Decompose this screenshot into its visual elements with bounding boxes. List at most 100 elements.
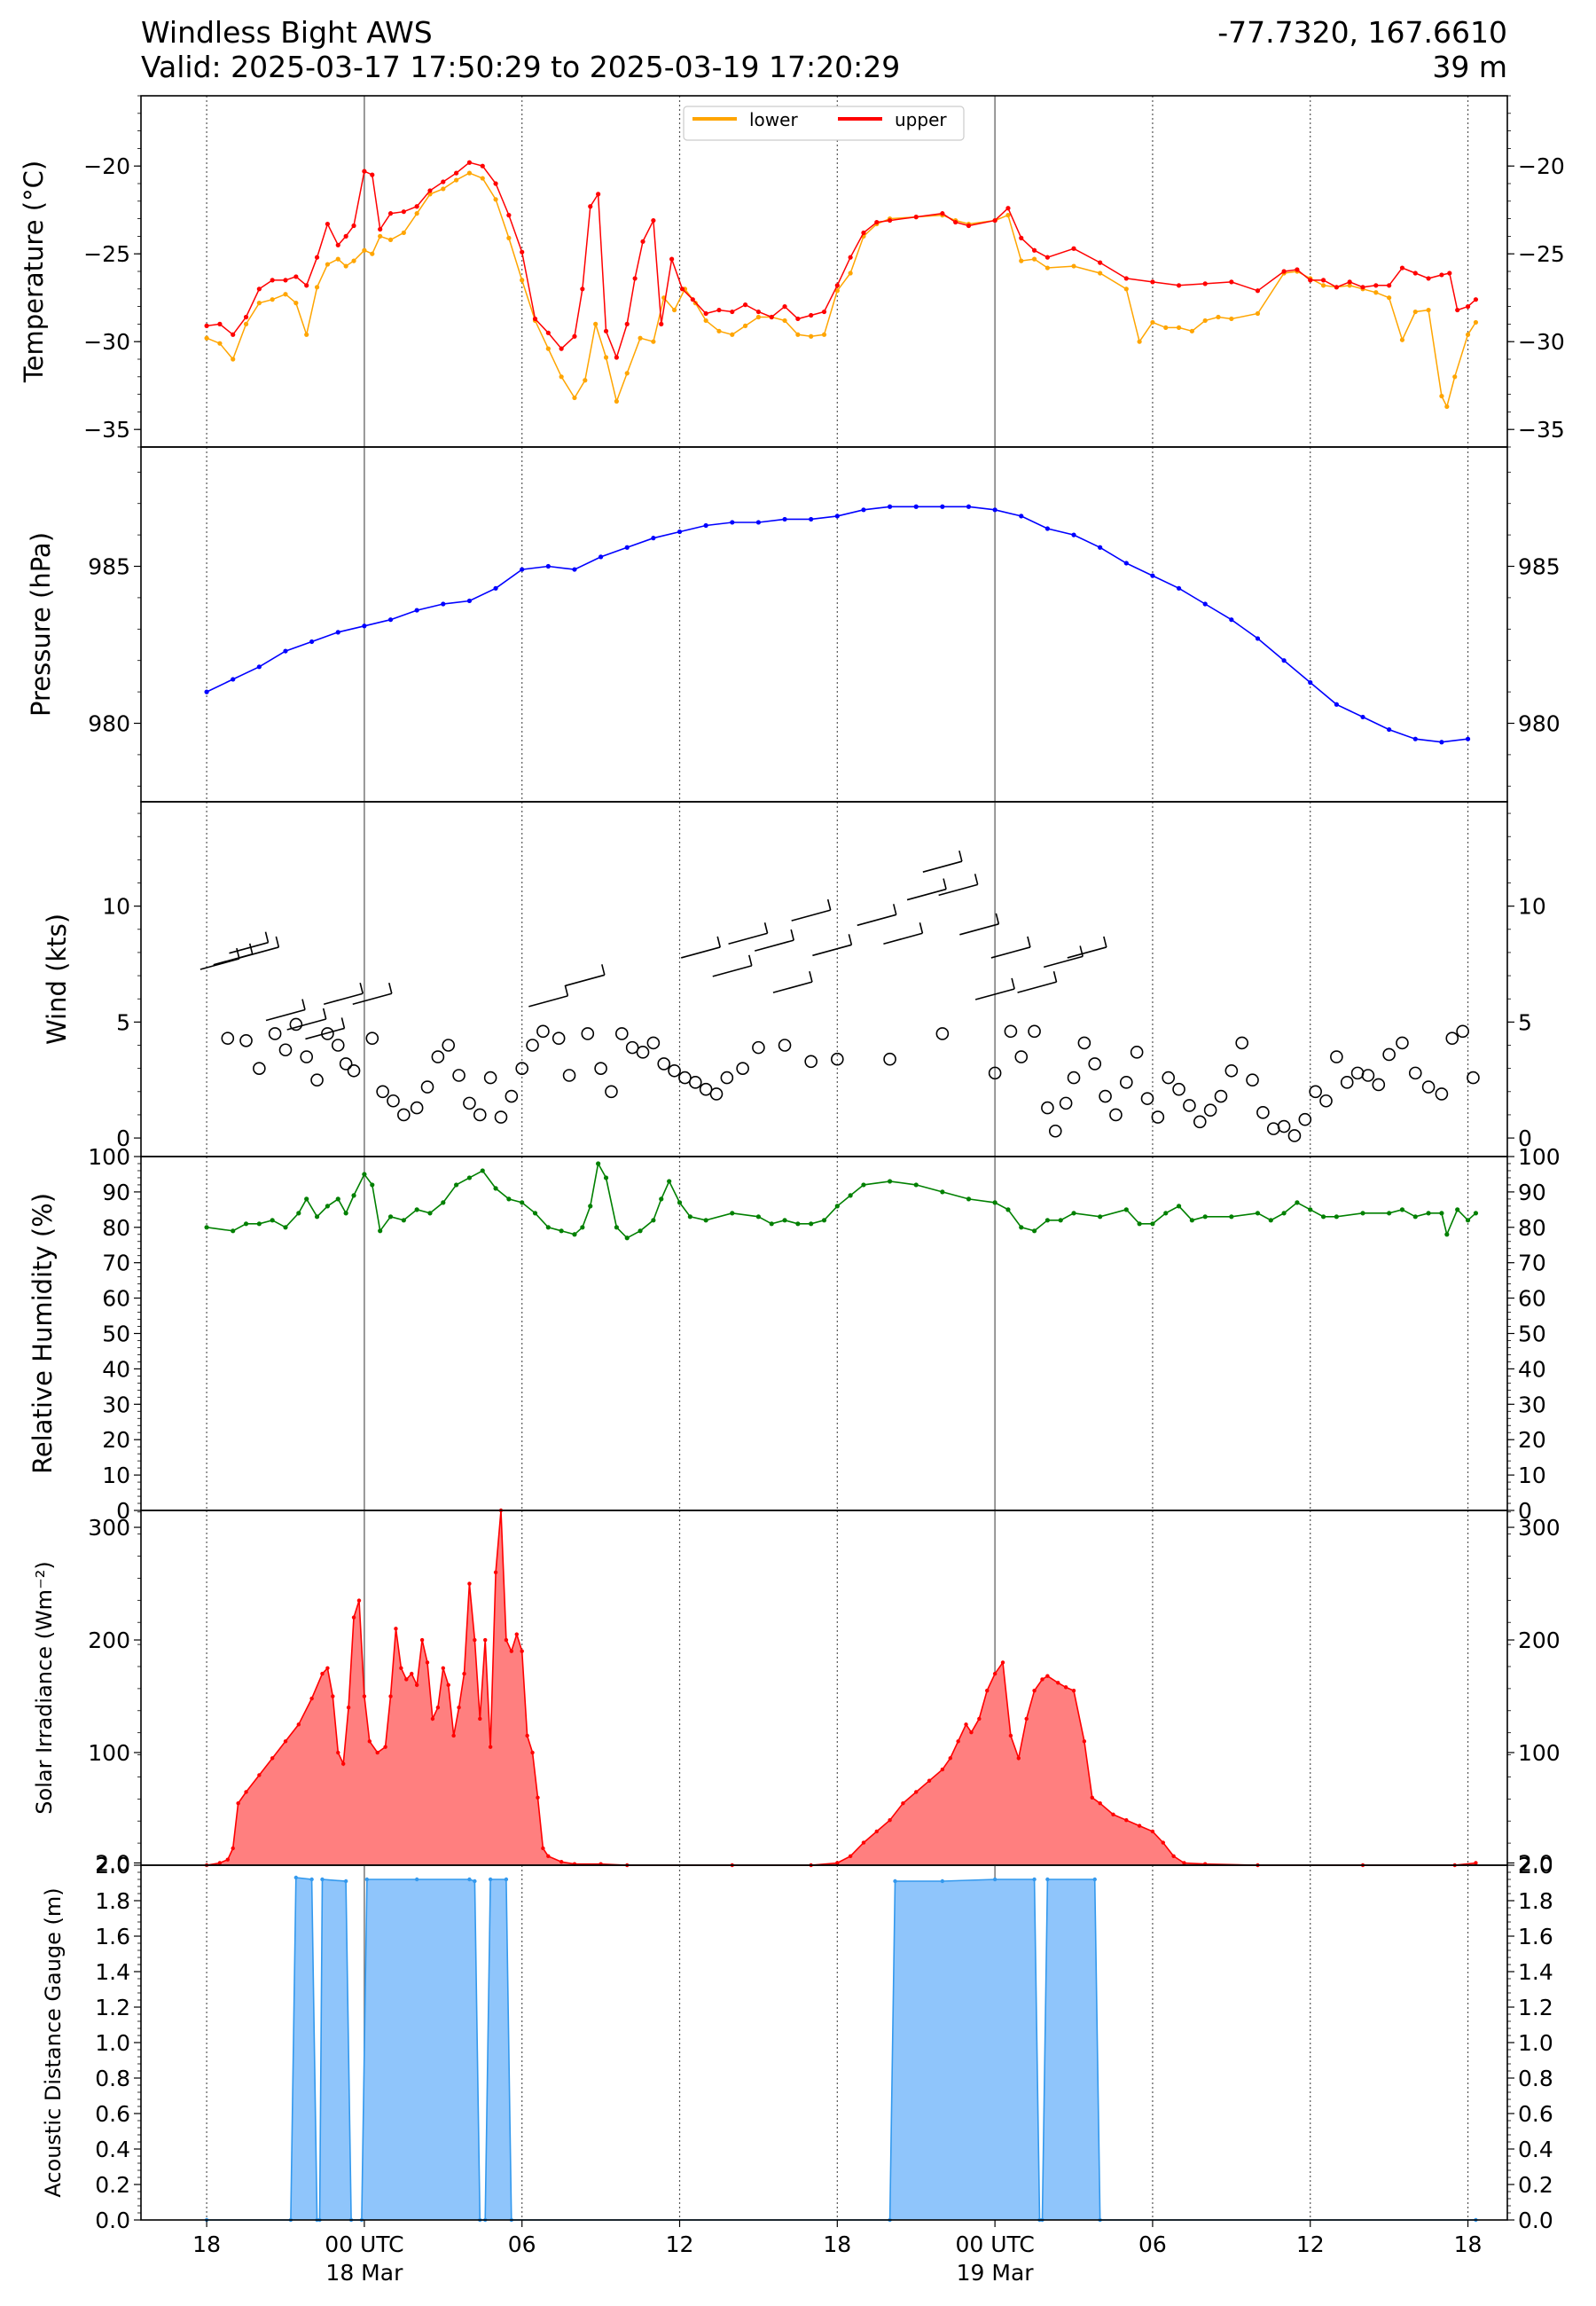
point-upper bbox=[466, 160, 473, 165]
wind-barb-flag bbox=[248, 943, 254, 954]
wind-barb-shaft bbox=[323, 992, 364, 1005]
ytick-label-left: 200 bbox=[88, 1628, 130, 1653]
point-upper bbox=[1399, 265, 1405, 271]
wind-speed-marker bbox=[935, 1027, 950, 1040]
wind-speed-marker bbox=[883, 1052, 896, 1066]
point-solar bbox=[462, 1671, 466, 1676]
wind-barb bbox=[565, 964, 606, 987]
point-humidity bbox=[427, 1211, 433, 1216]
panel-frame-acoustic bbox=[140, 1864, 1508, 2221]
wind-barb-shaft bbox=[772, 981, 813, 993]
point-upper bbox=[520, 249, 525, 255]
wind-speed-marker bbox=[1445, 1031, 1459, 1045]
wind-speed-marker bbox=[1119, 1076, 1133, 1089]
ytick-label-left: −25 bbox=[83, 241, 130, 267]
point-solar bbox=[320, 1671, 325, 1676]
point-lower bbox=[1216, 314, 1221, 320]
point-lower bbox=[351, 258, 356, 263]
xtick-sublabel: 18 Mar bbox=[325, 2260, 403, 2286]
point-upper bbox=[362, 169, 367, 174]
wind-speed-marker bbox=[1372, 1078, 1386, 1092]
ytick-label-right: 200 bbox=[1518, 1628, 1561, 1653]
point-lower bbox=[651, 339, 656, 344]
point-upper bbox=[640, 239, 645, 244]
point-lower bbox=[809, 333, 814, 339]
ytick-label-left: 90 bbox=[102, 1180, 130, 1205]
point-solar bbox=[1150, 1829, 1155, 1834]
point-lower bbox=[1189, 328, 1194, 333]
wind-barb bbox=[305, 1017, 346, 1040]
point-pressure bbox=[809, 516, 814, 522]
point-lower bbox=[1473, 319, 1479, 326]
point-upper bbox=[887, 217, 893, 224]
ytick-label-right: 100 bbox=[1518, 1740, 1561, 1766]
point-humidity bbox=[687, 1214, 692, 1220]
point-solar bbox=[351, 1615, 356, 1620]
point-pressure bbox=[466, 598, 473, 604]
wind-speed-marker bbox=[239, 1033, 253, 1047]
wind-speed-marker bbox=[778, 1039, 792, 1052]
point-upper bbox=[572, 333, 577, 339]
point-humidity bbox=[454, 1182, 459, 1188]
ytick-label-left: 1.6 bbox=[95, 1924, 130, 1949]
point-solar bbox=[559, 1859, 564, 1864]
point-pressure bbox=[1439, 740, 1444, 745]
point-pressure bbox=[387, 617, 394, 623]
point-upper bbox=[659, 321, 664, 326]
point-lower bbox=[742, 323, 748, 328]
point-upper bbox=[1044, 255, 1050, 260]
wind-speed-marker bbox=[709, 1087, 724, 1101]
point-humidity bbox=[614, 1225, 619, 1230]
point-solar bbox=[1040, 1677, 1044, 1682]
point-solar bbox=[1082, 1739, 1087, 1744]
point-lower bbox=[1444, 404, 1450, 410]
wind-speed-marker bbox=[1298, 1112, 1312, 1126]
wind-speed-marker bbox=[605, 1085, 618, 1099]
wind-barb-shaft bbox=[352, 992, 392, 1005]
wind-barb bbox=[265, 999, 306, 1022]
point-solar bbox=[296, 1722, 301, 1727]
point-lower bbox=[1387, 295, 1392, 301]
point-solar bbox=[914, 1790, 919, 1794]
point-solar bbox=[257, 1773, 262, 1777]
point-lower bbox=[243, 321, 249, 326]
point-solar bbox=[1063, 1685, 1068, 1690]
wind-speed-marker bbox=[253, 1062, 266, 1075]
point-solar bbox=[927, 1778, 932, 1783]
point-solar bbox=[283, 1739, 288, 1744]
point-humidity bbox=[270, 1218, 275, 1223]
point-humidity bbox=[834, 1204, 840, 1209]
point-solar bbox=[1182, 1861, 1186, 1865]
point-upper bbox=[1347, 279, 1352, 285]
point-upper bbox=[351, 223, 356, 229]
wind-barb bbox=[974, 977, 1015, 1000]
point-humidity bbox=[795, 1221, 801, 1227]
xtick-label: 00 UTC bbox=[955, 2231, 1034, 2257]
point-humidity bbox=[493, 1186, 498, 1191]
wind-speed-marker bbox=[339, 1057, 353, 1071]
point-lower bbox=[1452, 374, 1458, 380]
wind-barb bbox=[990, 936, 1031, 959]
point-lower bbox=[204, 335, 209, 341]
point-humidity bbox=[1439, 1211, 1444, 1216]
point-upper bbox=[1229, 279, 1234, 285]
point-pressure bbox=[1123, 561, 1129, 566]
point-upper bbox=[314, 255, 320, 260]
point-solar bbox=[541, 1846, 545, 1851]
point-upper bbox=[1031, 247, 1037, 253]
point-upper bbox=[742, 302, 748, 308]
wind-barb bbox=[791, 898, 832, 922]
xtick-label: 12 bbox=[666, 2231, 694, 2257]
point-lower bbox=[614, 398, 619, 404]
ytick-label-right: 0.6 bbox=[1518, 2101, 1553, 2127]
point-pressure bbox=[1176, 585, 1182, 591]
panels: −35 −35 −30 −30 −25 −25 −20 −20 Temperature (°C)… bbox=[19, 95, 1565, 2286]
point-solar bbox=[441, 1666, 445, 1670]
ytick-label-left: 2.0 bbox=[95, 1850, 130, 1876]
ytick-label-left: 5 bbox=[116, 1009, 130, 1035]
legend-box bbox=[683, 106, 965, 141]
ytick-label-left: 0.8 bbox=[95, 2066, 130, 2091]
point-upper bbox=[532, 316, 538, 322]
point-humidity bbox=[703, 1218, 708, 1223]
point-solar bbox=[1024, 1716, 1029, 1722]
